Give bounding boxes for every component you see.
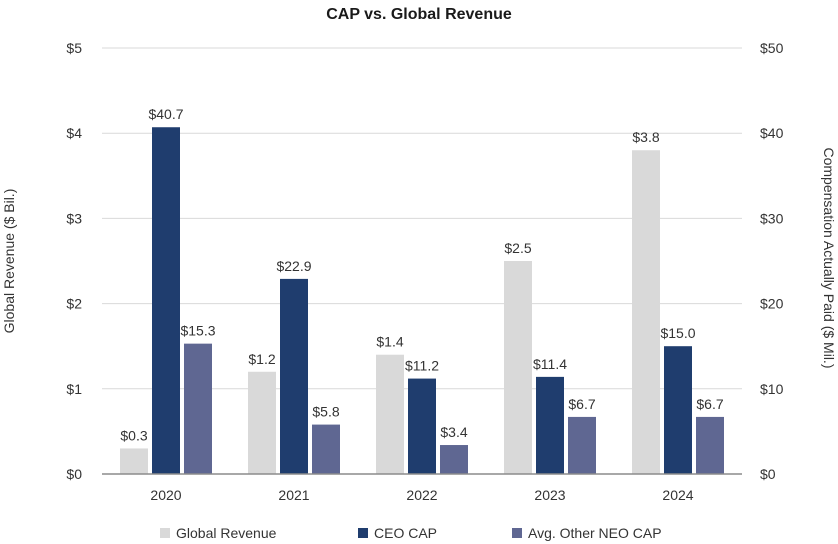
bar-global-revenue-2023: [504, 261, 532, 474]
left-tick-label: $5: [66, 40, 82, 56]
left-tick-label: $0: [66, 466, 82, 482]
bars: [120, 127, 724, 475]
x-tick-label: 2024: [662, 487, 693, 503]
legend-swatch: [160, 528, 170, 538]
right-tick-label: $40: [760, 125, 784, 141]
legend-item-avg-other-neo-cap: Avg. Other NEO CAP: [512, 525, 662, 541]
legend-swatch: [358, 528, 368, 538]
data-label-global-revenue-2024: $3.8: [632, 129, 659, 145]
bar-avg-other-neo-cap-2023: [568, 416, 596, 474]
legend-item-ceo-cap: CEO CAP: [358, 525, 437, 541]
bar-ceo-cap-2022: [408, 378, 436, 474]
legend-item-global-revenue: Global Revenue: [160, 525, 277, 541]
data-label-avg-other-neo-cap-2020: $15.3: [180, 323, 215, 339]
x-tick-label: 2021: [278, 487, 309, 503]
bar-avg-other-neo-cap-2021: [312, 424, 340, 474]
bar-avg-other-neo-cap-2024: [696, 416, 724, 474]
legend-label: Global Revenue: [176, 525, 277, 541]
data-label-ceo-cap-2024: $15.0: [660, 325, 695, 341]
bar-ceo-cap-2024: [664, 346, 692, 474]
left-axis-title: Global Revenue ($ Bil.): [1, 189, 17, 334]
bar-global-revenue-2021: [248, 371, 276, 474]
legend: Global Revenue CEO CAP Avg. Other NEO CAP: [160, 525, 662, 541]
bar-global-revenue-2020: [120, 448, 148, 474]
data-label-avg-other-neo-cap-2022: $3.4: [440, 424, 467, 440]
x-tick-label: 2020: [150, 487, 181, 503]
bar-global-revenue-2024: [632, 150, 660, 475]
bar-ceo-cap-2023: [536, 376, 564, 474]
right-tick-label: $30: [760, 210, 784, 226]
bar-ceo-cap-2021: [280, 278, 308, 474]
data-label-ceo-cap-2020: $40.7: [148, 106, 183, 122]
bar-global-revenue-2022: [376, 354, 404, 474]
right-axis-title: Compensation Actually Paid ($ Mil.): [821, 148, 837, 369]
legend-label: Avg. Other NEO CAP: [528, 525, 662, 541]
axes: $0 $0 $1 $10 $2 $20 $3 $30 $4 $40 $5 $50 2020 2021 202…: [66, 40, 783, 503]
left-tick-label: $1: [66, 381, 82, 397]
right-tick-label: $20: [760, 296, 784, 312]
data-label-global-revenue-2022: $1.4: [376, 334, 403, 350]
left-tick-label: $4: [66, 125, 82, 141]
data-label-ceo-cap-2021: $22.9: [276, 258, 311, 274]
data-label-ceo-cap-2023: $11.4: [533, 356, 567, 372]
x-tick-label: 2022: [406, 487, 437, 503]
legend-swatch: [512, 528, 522, 538]
left-tick-label: $3: [66, 210, 82, 226]
bar-ceo-cap-2020: [152, 127, 180, 475]
left-tick-label: $2: [66, 296, 82, 312]
data-labels: $0.3 $40.7 $15.3 $1.2 $22.9 $5.8 $1.4$11.2 $3.4…: [120, 106, 723, 443]
bar-avg-other-neo-cap-2020: [184, 343, 212, 474]
legend-label: CEO CAP: [374, 525, 437, 541]
right-tick-label: $10: [760, 381, 784, 397]
data-label-avg-other-neo-cap-2023: $6.7: [568, 396, 595, 412]
right-tick-label: $0: [760, 466, 776, 482]
chart-title: CAP vs. Global Revenue: [326, 6, 512, 23]
x-tick-label: 2023: [534, 487, 565, 503]
data-label-global-revenue-2023: $2.5: [504, 240, 531, 256]
data-label-avg-other-neo-cap-2024: $6.7: [696, 396, 723, 412]
data-label-avg-other-neo-cap-2021: $5.8: [312, 404, 339, 420]
data-label-ceo-cap-2022: $11.2: [405, 358, 439, 374]
right-tick-label: $50: [760, 40, 784, 56]
data-label-global-revenue-2021: $1.2: [248, 351, 275, 367]
data-label-global-revenue-2020: $0.3: [120, 427, 147, 443]
bar-avg-other-neo-cap-2022: [440, 445, 468, 474]
